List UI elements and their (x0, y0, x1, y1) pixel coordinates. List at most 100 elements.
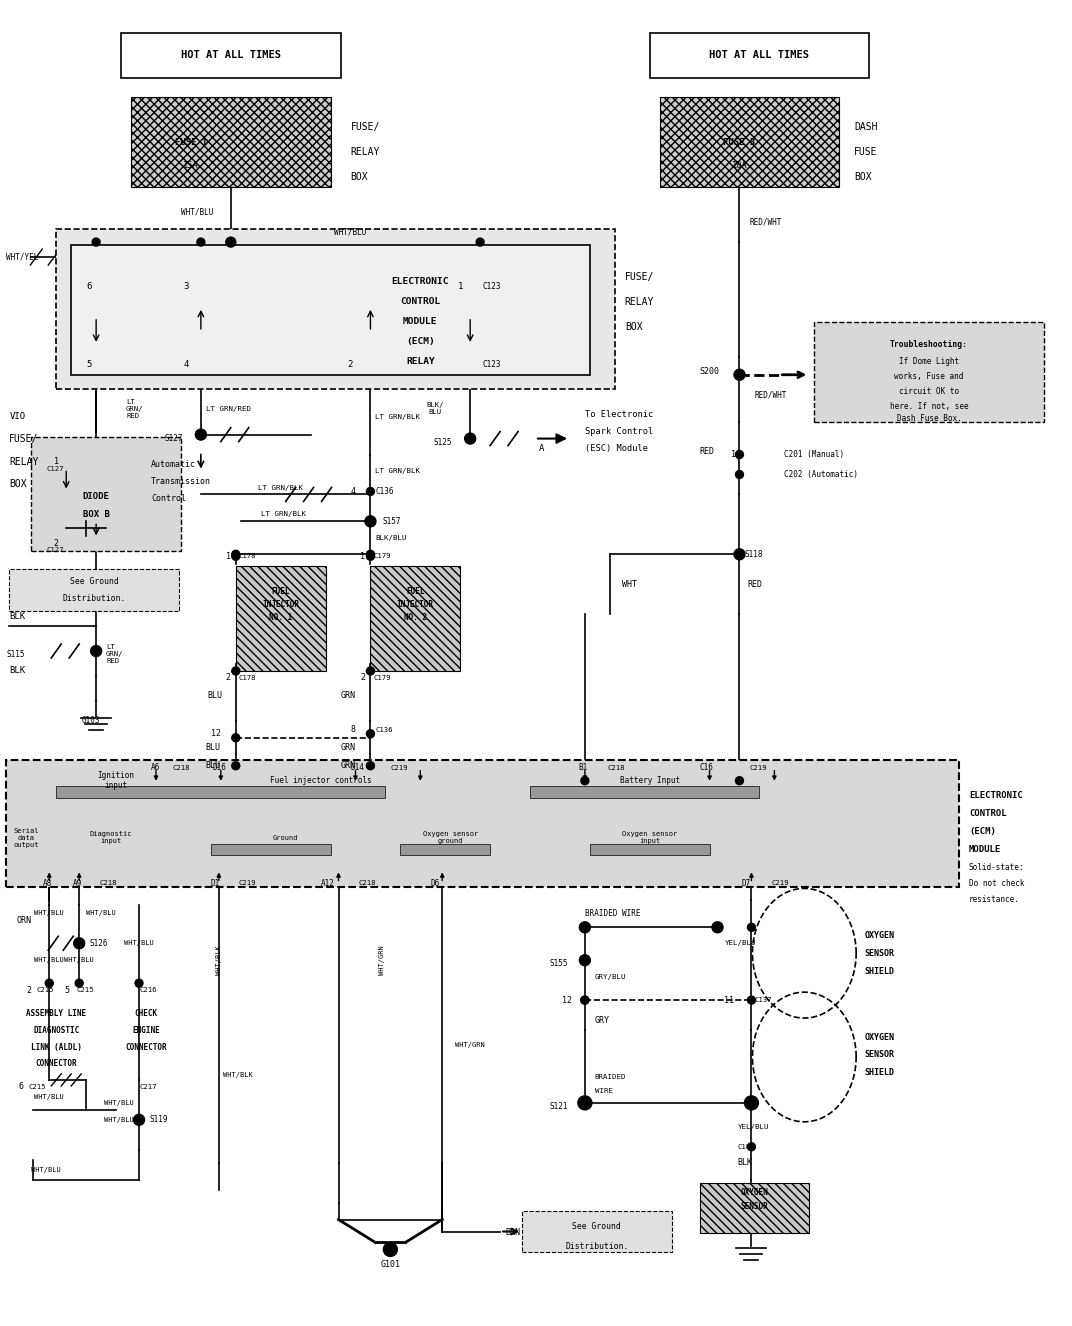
Text: OXYGEN: OXYGEN (864, 931, 894, 940)
Text: resistance.: resistance. (969, 895, 1019, 904)
Circle shape (476, 239, 485, 247)
Text: NO. 2: NO. 2 (404, 613, 427, 622)
Text: 1: 1 (54, 457, 59, 465)
Text: A8: A8 (43, 879, 53, 888)
Text: 4: 4 (183, 361, 189, 369)
Circle shape (367, 761, 374, 769)
Text: here. If not, see: here. If not, see (890, 402, 968, 411)
Text: If Dome Light: If Dome Light (899, 357, 959, 366)
Text: (ESC) Module: (ESC) Module (585, 444, 647, 453)
Text: WHT/BLU: WHT/BLU (34, 1094, 64, 1099)
Text: S119: S119 (149, 1115, 167, 1124)
Text: RED: RED (747, 579, 762, 589)
Text: S118: S118 (744, 550, 763, 558)
Text: C216: C216 (139, 987, 157, 993)
Text: OXYGEN: OXYGEN (864, 1033, 894, 1041)
Text: Control: Control (151, 493, 187, 503)
FancyBboxPatch shape (371, 566, 460, 671)
Text: BLU: BLU (206, 744, 221, 752)
Circle shape (232, 733, 240, 741)
Circle shape (75, 979, 84, 987)
Text: WHT/BLU: WHT/BLU (34, 957, 64, 963)
Text: Dash Fuse Box.: Dash Fuse Box. (896, 414, 962, 423)
Circle shape (735, 451, 744, 459)
Circle shape (744, 1095, 758, 1110)
FancyBboxPatch shape (31, 436, 181, 552)
Text: Automatic: Automatic (151, 460, 196, 469)
Text: LINK (ALDL): LINK (ALDL) (31, 1042, 81, 1052)
Text: BLU: BLU (208, 691, 223, 700)
Text: works, Fuse and: works, Fuse and (894, 373, 964, 382)
Text: VIO: VIO (10, 412, 26, 422)
Text: Transmission: Transmission (151, 477, 211, 485)
Circle shape (364, 516, 376, 526)
Text: LT GRN/BLK: LT GRN/BLK (375, 414, 420, 419)
Circle shape (367, 667, 374, 675)
Circle shape (578, 1095, 592, 1110)
FancyBboxPatch shape (530, 786, 759, 798)
Text: BOX: BOX (625, 322, 642, 332)
FancyBboxPatch shape (400, 843, 490, 855)
Text: SHIELD: SHIELD (864, 967, 894, 976)
Text: BLU: BLU (206, 761, 221, 770)
Text: GRY: GRY (595, 1016, 610, 1025)
FancyBboxPatch shape (131, 98, 330, 187)
Text: MODULE: MODULE (969, 845, 1001, 854)
Circle shape (232, 553, 240, 561)
Text: 8: 8 (351, 725, 356, 735)
Text: A12: A12 (321, 879, 334, 888)
Text: GRN: GRN (341, 744, 356, 752)
Text: S125: S125 (434, 438, 452, 447)
Text: C137: C137 (755, 997, 772, 1004)
Text: BRAIDED WIRE: BRAIDED WIRE (585, 908, 640, 918)
Text: MODULE: MODULE (403, 317, 437, 326)
Text: A9: A9 (73, 879, 83, 888)
Text: LT GRN/RED: LT GRN/RED (206, 406, 251, 411)
Circle shape (734, 549, 745, 560)
Text: WHT/BLK: WHT/BLK (215, 945, 222, 975)
Text: FUEL: FUEL (406, 586, 425, 595)
Text: 1: 1 (226, 552, 230, 561)
Text: LT
GRN/
RED: LT GRN/ RED (106, 644, 123, 664)
Text: WIRE: WIRE (595, 1087, 613, 1094)
Text: 6: 6 (18, 1082, 24, 1091)
Circle shape (581, 996, 589, 1004)
Text: YEL/BLU: YEL/BLU (738, 1124, 769, 1130)
Text: Ignition
input: Ignition input (98, 770, 135, 790)
Text: 2: 2 (736, 469, 742, 479)
Text: B1: B1 (578, 764, 587, 772)
Text: SENSOR: SENSOR (864, 1050, 894, 1059)
Text: ELECTRONIC: ELECTRONIC (969, 792, 1023, 800)
Text: C219: C219 (772, 880, 789, 886)
Text: CONNECTOR: CONNECTOR (35, 1059, 77, 1069)
Text: C201 (Manual): C201 (Manual) (785, 450, 845, 459)
Text: WHT/BLU: WHT/BLU (104, 1099, 134, 1106)
FancyBboxPatch shape (121, 33, 341, 77)
Text: GRN: GRN (341, 691, 356, 700)
Circle shape (734, 369, 745, 381)
Text: BOX: BOX (10, 480, 27, 489)
Text: C179: C179 (373, 553, 391, 560)
Text: S115: S115 (6, 650, 25, 659)
Text: HOT AT ALL TIMES: HOT AT ALL TIMES (710, 49, 809, 60)
Text: 1: 1 (458, 282, 463, 292)
Text: 2: 2 (360, 674, 366, 683)
FancyBboxPatch shape (56, 229, 615, 389)
Text: SENSOR: SENSOR (864, 948, 894, 957)
Circle shape (735, 777, 744, 785)
Text: 2: 2 (226, 674, 230, 683)
Text: C218: C218 (99, 880, 117, 886)
Text: WHT/BLU: WHT/BLU (34, 911, 64, 916)
Text: LT GRN/BLK: LT GRN/BLK (258, 485, 303, 492)
Text: Do not check: Do not check (969, 879, 1025, 888)
Text: INJECTOR: INJECTOR (263, 599, 299, 609)
Circle shape (712, 922, 723, 932)
Text: C127: C127 (46, 465, 63, 472)
Text: SHIELD: SHIELD (864, 1069, 894, 1078)
Text: C178: C178 (239, 553, 256, 560)
Text: C178: C178 (239, 675, 256, 682)
Text: C215: C215 (28, 1083, 46, 1090)
Text: GRY/BLU: GRY/BLU (595, 975, 626, 980)
Text: LT GRN/BLK: LT GRN/BLK (260, 512, 306, 517)
Circle shape (747, 996, 756, 1004)
